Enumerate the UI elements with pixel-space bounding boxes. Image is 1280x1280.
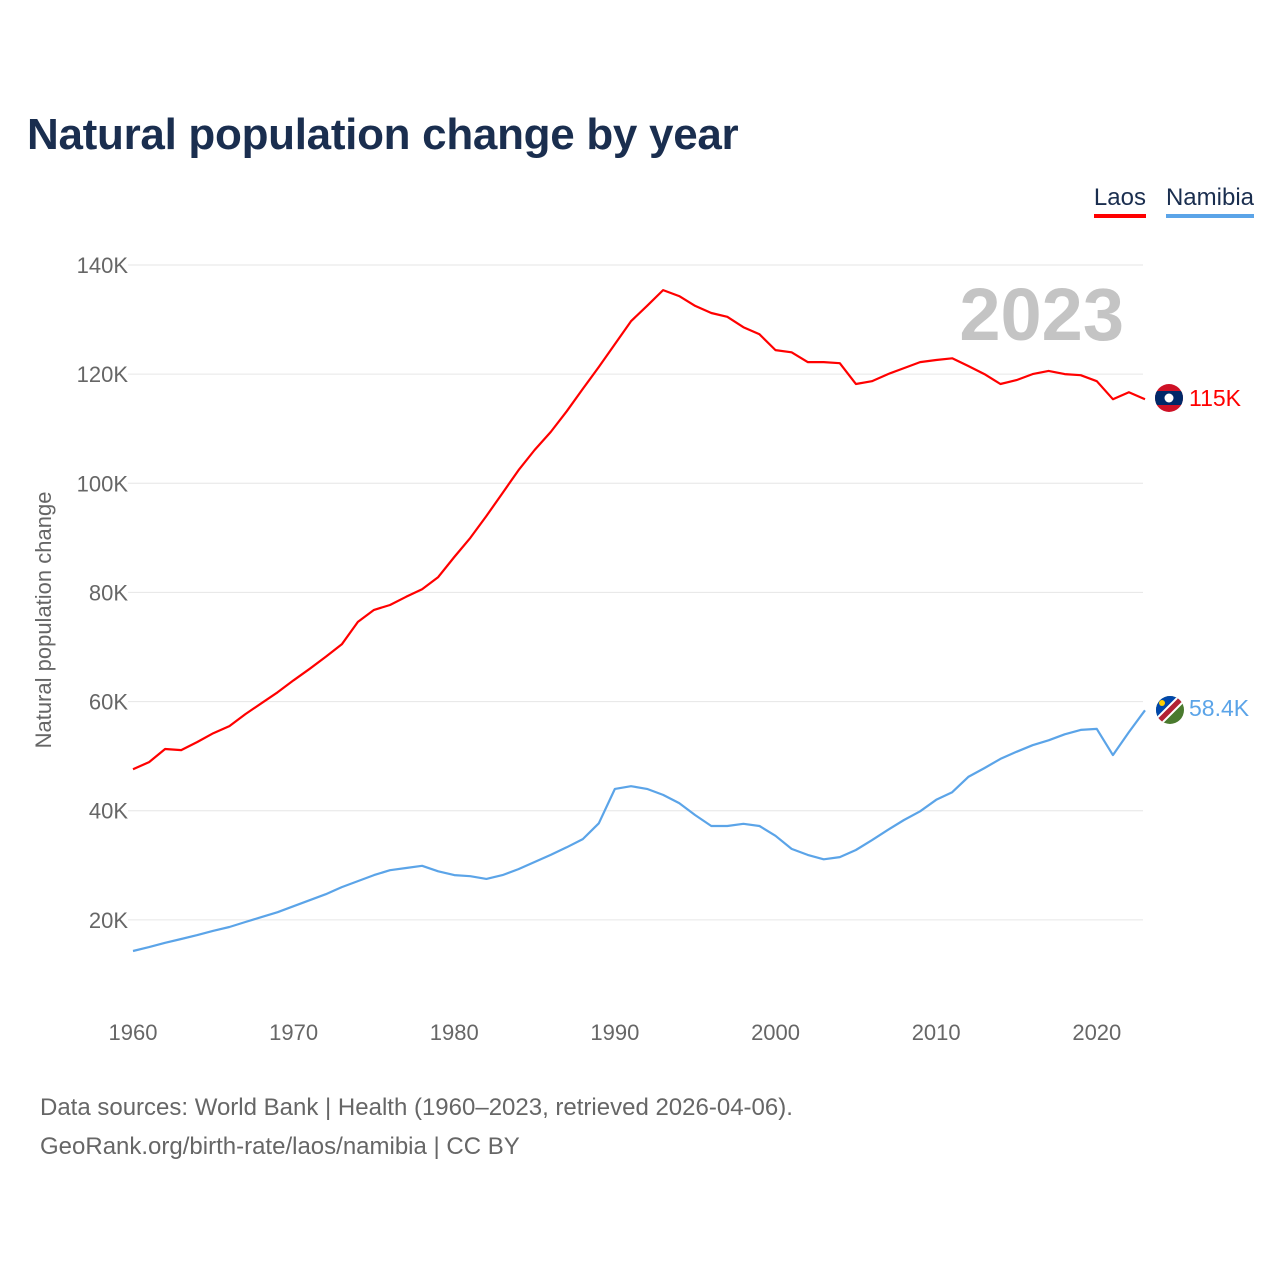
y-tick-label: 120K — [77, 362, 129, 387]
y-tick-label: 140K — [77, 253, 129, 278]
year-watermark: 2023 — [959, 273, 1124, 356]
laos-flag-icon — [1155, 384, 1183, 412]
x-tick-label: 2020 — [1072, 1020, 1121, 1045]
legend-item-laos[interactable]: Laos — [1093, 184, 1146, 218]
end-label-laos: 115K — [1189, 385, 1242, 411]
x-tick-label: 1960 — [109, 1020, 158, 1045]
x-tick-label: 2000 — [751, 1020, 800, 1045]
x-tick-label: 1980 — [430, 1020, 479, 1045]
source-line: Data sources: World Bank | Health (1960–… — [40, 1094, 793, 1121]
end-label-namibia: 58.4K — [1189, 695, 1250, 721]
legend-item-namibia[interactable]: Namibia — [1165, 184, 1254, 218]
x-tick-label: 2010 — [912, 1020, 961, 1045]
y-tick-label: 40K — [89, 799, 128, 824]
y-tick-label: 20K — [89, 908, 128, 933]
y-tick-label: 80K — [89, 580, 128, 605]
series-line-namibia — [132, 709, 1146, 953]
chart-title: Natural population change by year — [27, 110, 739, 159]
x-tick-label: 1990 — [590, 1020, 639, 1045]
series-line-laos — [132, 289, 1146, 771]
y-tick-label: 60K — [89, 690, 128, 715]
x-tick-label: 1970 — [269, 1020, 318, 1045]
source-link[interactable]: GeoRank.org/birth-rate/laos/namibia | CC… — [40, 1133, 520, 1160]
namibia-flag-icon — [1156, 696, 1184, 724]
y-tick-label: 100K — [77, 471, 129, 496]
legend: Laos Namibia — [1093, 184, 1254, 218]
source-note: Data sources: World Bank | Health (1960–… — [40, 1088, 793, 1166]
line-chart: 20K 40K 60K 80K 100K 120K 140K 1960 1970 1980 1990… — [31, 253, 1250, 1045]
y-axis-label: Natural population change — [31, 492, 56, 749]
